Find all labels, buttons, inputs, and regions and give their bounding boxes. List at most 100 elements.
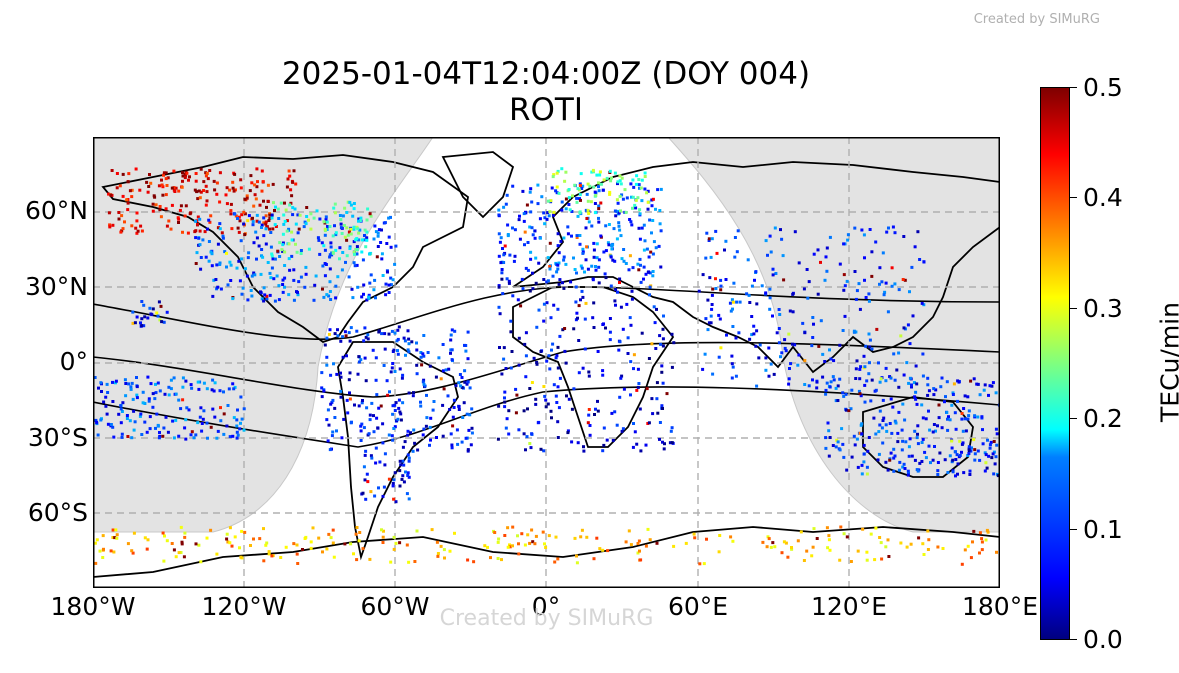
roti-point — [409, 431, 412, 435]
roti-point — [226, 404, 230, 407]
roti-point — [597, 181, 600, 185]
roti-point — [583, 317, 587, 321]
roti-point — [835, 438, 839, 442]
roti-point — [531, 540, 535, 544]
roti-point — [892, 352, 896, 356]
roti-point — [406, 329, 410, 333]
roti-point — [899, 334, 903, 338]
roti-point — [271, 227, 275, 231]
roti-point — [729, 535, 733, 539]
roti-point — [652, 305, 656, 309]
roti-point — [595, 173, 599, 177]
roti-point — [299, 249, 303, 252]
roti-point — [514, 387, 518, 391]
roti-point — [791, 342, 794, 346]
roti-point — [170, 203, 174, 207]
roti-point — [327, 532, 331, 536]
roti-point — [141, 390, 145, 394]
roti-point — [994, 455, 998, 459]
roti-point — [450, 328, 454, 332]
roti-point — [825, 381, 829, 385]
roti-point — [533, 229, 537, 233]
roti-point — [421, 380, 425, 384]
curve-equator — [93, 341, 1000, 398]
roti-point — [162, 559, 166, 563]
roti-point — [205, 172, 209, 175]
roti-point — [788, 367, 791, 370]
roti-point — [378, 460, 382, 464]
roti-point — [368, 557, 372, 561]
roti-point — [542, 211, 546, 215]
roti-point — [499, 261, 503, 265]
roti-point — [533, 236, 537, 240]
roti-point — [796, 539, 800, 543]
roti-point — [368, 252, 371, 256]
roti-point — [956, 462, 960, 466]
roti-point — [529, 187, 533, 191]
roti-point — [826, 546, 830, 550]
roti-point — [905, 361, 909, 365]
roti-point — [274, 225, 278, 228]
roti-point — [392, 348, 396, 352]
colorbar-tick-2: 0.2 — [1083, 404, 1123, 433]
roti-point — [252, 537, 255, 541]
roti-point — [148, 427, 152, 431]
roti-point — [357, 404, 361, 408]
roti-point — [575, 554, 578, 558]
roti-point — [283, 264, 287, 267]
roti-point — [731, 300, 735, 304]
roti-point — [878, 266, 882, 270]
roti-point — [750, 333, 754, 337]
roti-point — [618, 179, 622, 183]
roti-point — [946, 471, 950, 474]
lon-label-60e: 60°E — [667, 592, 729, 621]
roti-point — [363, 326, 367, 330]
roti-point — [429, 438, 432, 442]
roti-point — [363, 234, 366, 237]
roti-point — [126, 208, 130, 212]
roti-point — [384, 282, 388, 286]
roti-point — [377, 228, 381, 232]
roti-point — [542, 449, 546, 453]
roti-point — [769, 362, 773, 366]
roti-point — [528, 190, 532, 194]
roti-point — [618, 174, 622, 178]
roti-point — [419, 351, 423, 354]
roti-point — [387, 433, 391, 437]
roti-point — [403, 339, 407, 343]
roti-point — [595, 242, 599, 246]
roti-point — [154, 391, 158, 395]
roti-point — [558, 376, 562, 380]
roti-point — [692, 532, 696, 536]
roti-point — [912, 381, 916, 385]
roti-point — [325, 228, 329, 231]
coastline-greenland — [441, 151, 515, 219]
roti-point — [786, 555, 790, 559]
roti-point — [204, 171, 208, 175]
roti-point — [524, 448, 527, 452]
roti-point — [224, 193, 228, 197]
roti-point — [373, 494, 377, 498]
roti-point — [399, 412, 403, 416]
roti-point — [608, 338, 612, 342]
roti-point — [923, 450, 927, 454]
roti-point — [108, 223, 112, 227]
roti-point — [764, 239, 768, 243]
roti-point — [951, 391, 955, 395]
roti-point — [988, 384, 992, 388]
roti-point — [618, 277, 622, 281]
roti-point — [995, 443, 999, 447]
colorbar-tickmark-2 — [1070, 418, 1077, 419]
roti-point — [897, 410, 901, 414]
roti-point — [842, 273, 846, 277]
roti-point — [407, 497, 411, 501]
roti-point — [838, 262, 842, 266]
roti-point — [147, 185, 151, 188]
roti-point — [913, 245, 917, 249]
roti-point — [639, 558, 643, 562]
roti-point — [278, 255, 282, 258]
roti-point — [253, 183, 257, 187]
roti-point — [460, 440, 464, 444]
roti-point — [554, 535, 558, 539]
roti-point — [204, 203, 208, 207]
